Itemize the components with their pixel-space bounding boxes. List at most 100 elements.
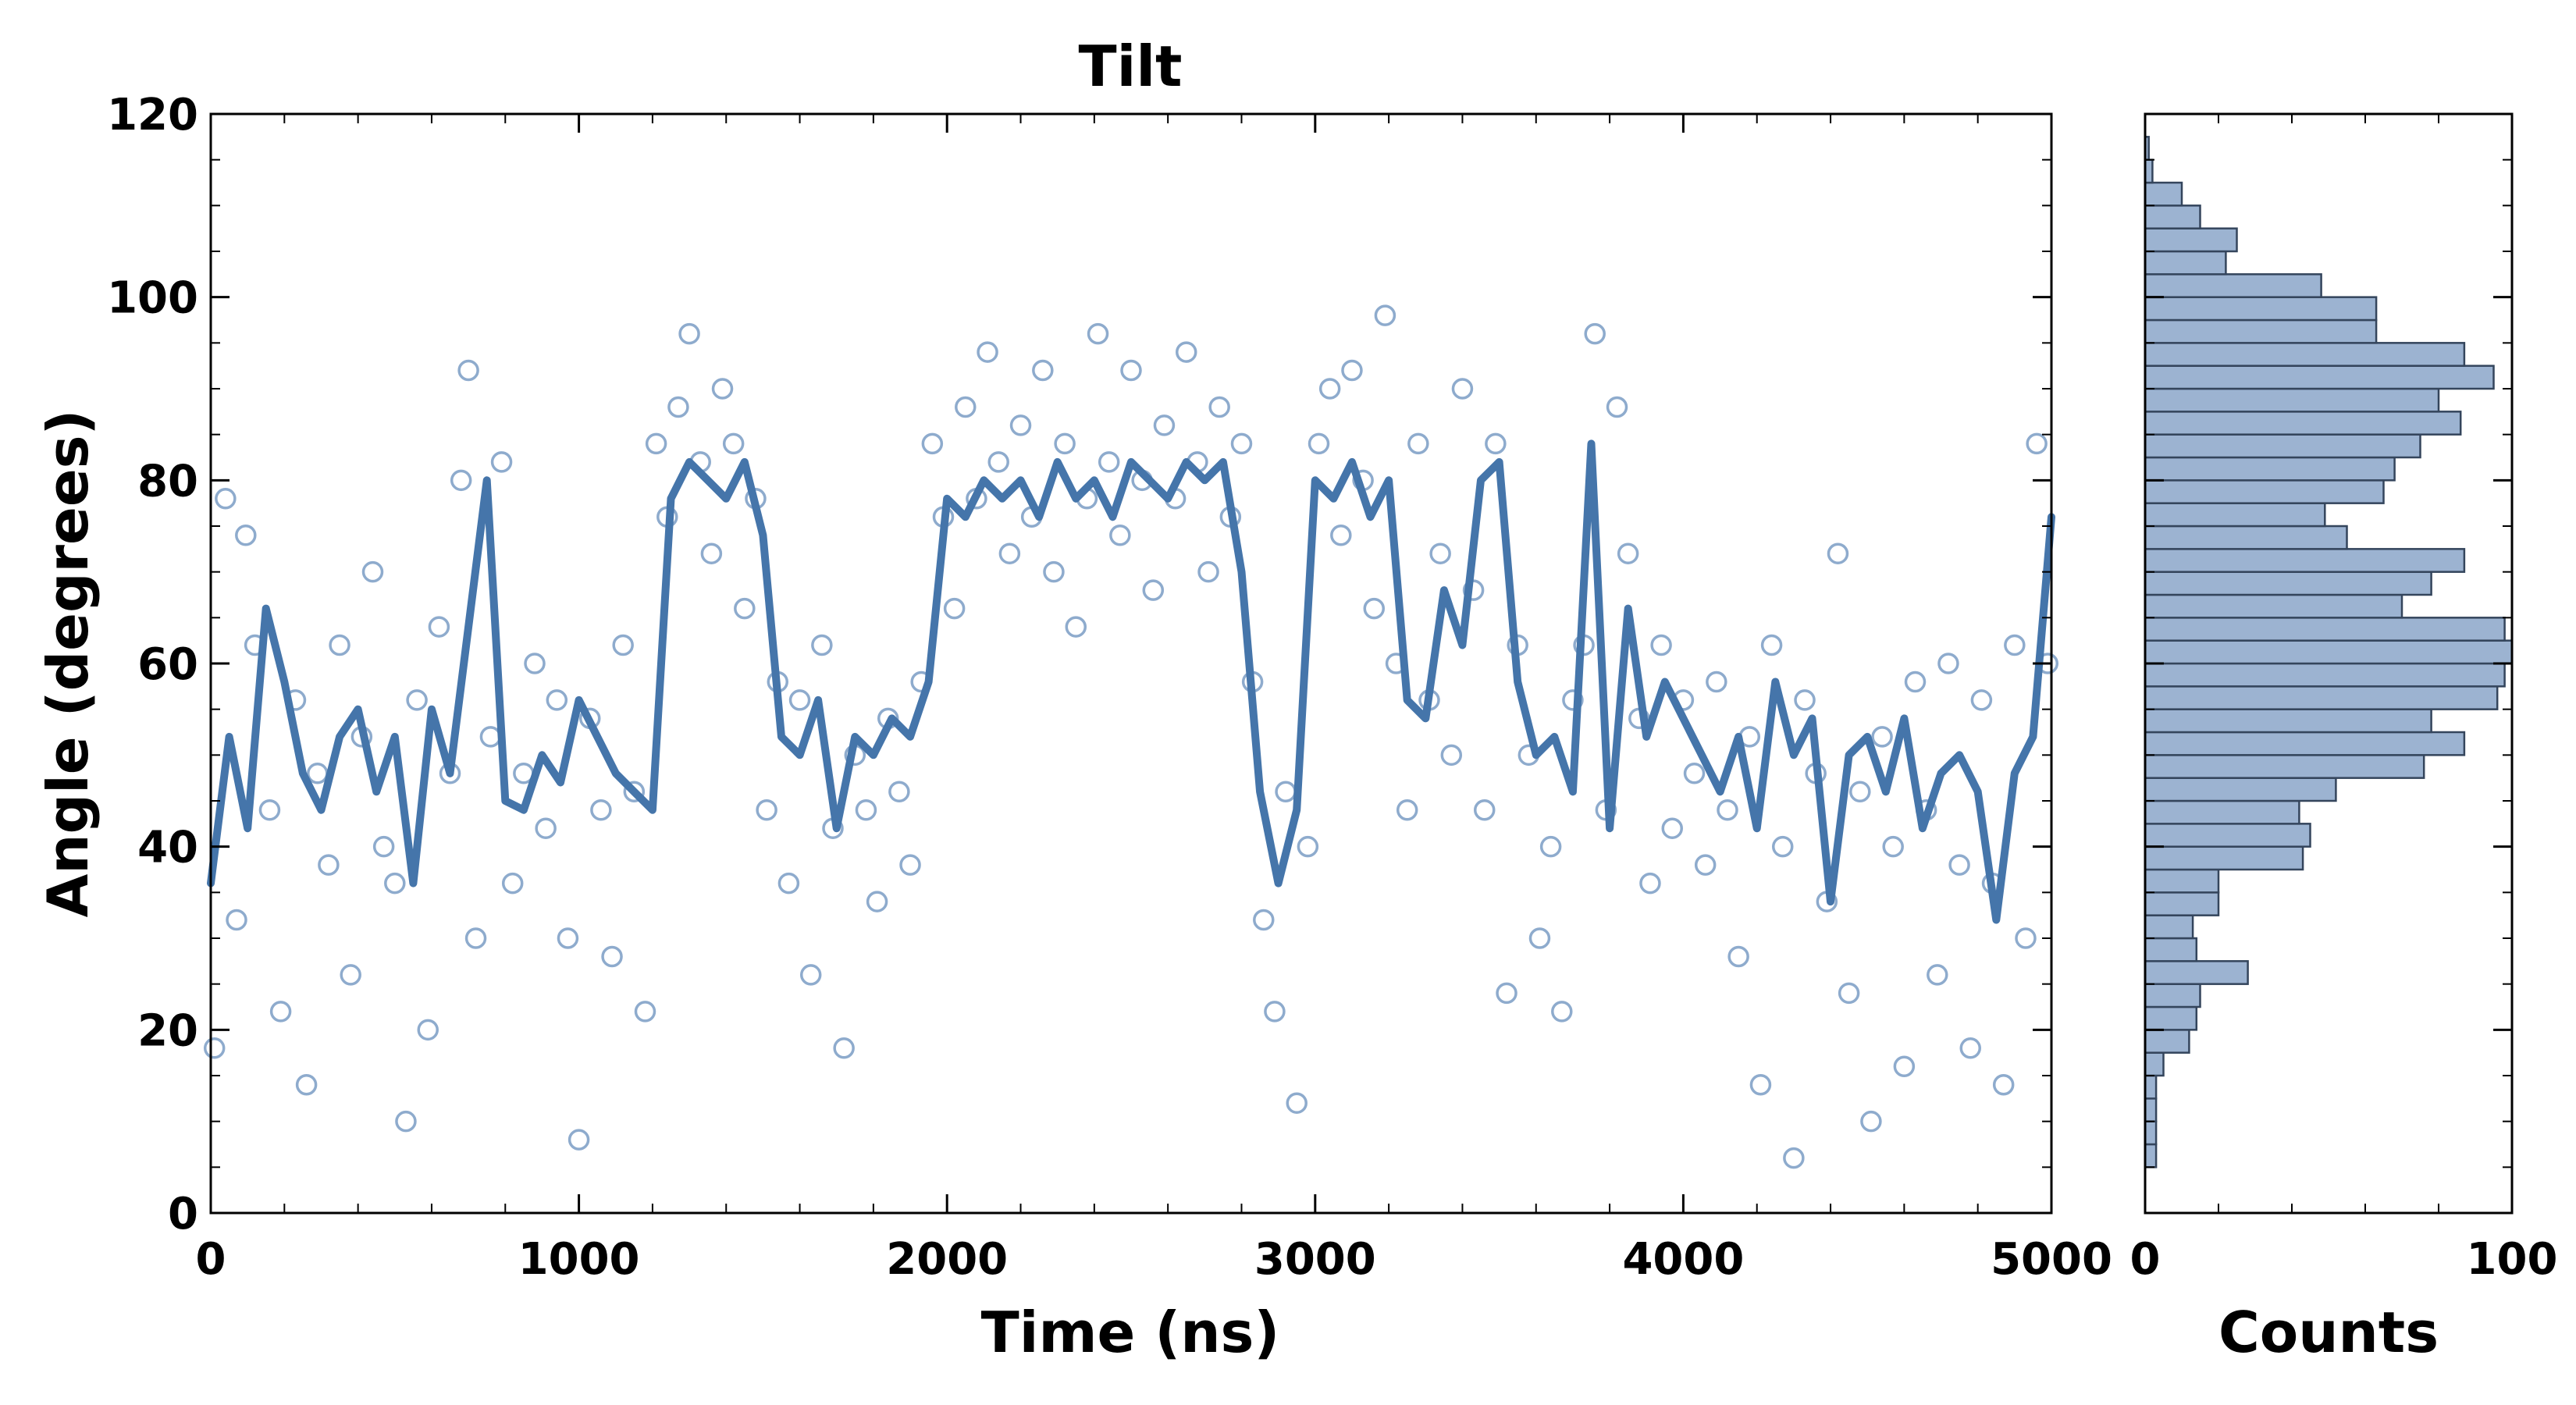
histogram-bar: [2144, 227, 2238, 253]
histogram-bar: [2144, 983, 2201, 1008]
histogram-bar: [2144, 1029, 2190, 1054]
scatter-point: [1937, 653, 1959, 674]
scatter-point: [1264, 1001, 1286, 1023]
scatter-point: [1959, 1037, 1981, 1059]
scatter-point: [1175, 341, 1197, 363]
scatter-point: [340, 964, 361, 986]
y-tick-label: 40: [137, 823, 198, 873]
scatter-point: [1341, 359, 1363, 382]
main-y-axis-label: Angle (degrees): [35, 410, 101, 918]
main-scatter-points: [203, 304, 2059, 1169]
scatter-point: [1363, 597, 1386, 620]
histogram-bars: [2144, 136, 2514, 1168]
histogram-bar: [2144, 1051, 2165, 1077]
scatter-point: [1683, 763, 1706, 784]
scatter-point: [601, 945, 623, 968]
scatter-point: [998, 542, 1021, 564]
y-tick-label: 60: [137, 639, 198, 690]
scatter-point: [811, 634, 833, 656]
histogram-bar: [2144, 1120, 2158, 1146]
y-tick-label: 120: [107, 90, 198, 140]
scatter-point: [372, 835, 395, 858]
scatter-point: [295, 1073, 318, 1096]
scatter-point: [1827, 542, 1849, 564]
histogram-bar: [2144, 639, 2514, 665]
histogram-bar: [2144, 181, 2183, 207]
histogram-bar: [2144, 342, 2466, 367]
histogram-bar: [2144, 318, 2378, 344]
histogram-bar: [2144, 868, 2220, 894]
main-plot-frame: [209, 112, 2053, 1215]
scatter-point: [1275, 781, 1297, 803]
scatter-point: [1584, 322, 1606, 345]
histogram-bar: [2144, 250, 2227, 276]
scatter-point: [1496, 982, 1517, 1005]
scatter-point: [1771, 835, 1794, 858]
scatter-point: [1109, 524, 1131, 546]
scatter-point: [667, 396, 689, 418]
scatter-point: [1838, 982, 1860, 1005]
scatter-point: [1948, 854, 1970, 876]
scatter-point: [215, 488, 237, 510]
scatter-point: [1992, 1073, 2015, 1096]
scatter-point: [799, 964, 822, 986]
scatter-point: [1970, 689, 1993, 711]
scatter-point: [490, 451, 513, 473]
scatter-point: [645, 432, 667, 455]
histogram-plot: 0 100 Counts: [2130, 112, 2557, 1365]
scatter-point: [457, 359, 479, 382]
scatter-point: [700, 542, 723, 564]
scatter-point: [722, 432, 745, 455]
scatter-point: [977, 341, 998, 363]
histogram-bar: [2144, 685, 2499, 710]
histogram-bar: [2144, 937, 2198, 962]
scatter-point: [1893, 1055, 1916, 1078]
scatter-point: [2015, 927, 2037, 949]
scatter-point: [1882, 835, 1904, 858]
scatter-point: [1330, 524, 1352, 546]
scatter-point: [678, 322, 700, 345]
scatter-point: [1606, 396, 1628, 418]
histogram-bar: [2144, 1097, 2158, 1122]
scatter-point: [406, 689, 428, 711]
scatter-point: [833, 1037, 855, 1059]
scatter-point: [524, 653, 546, 674]
scatter-point: [417, 1019, 439, 1041]
scatter-point: [1297, 835, 1319, 858]
histogram-bar: [2144, 754, 2425, 779]
scatter-point: [1661, 817, 1684, 839]
y-tick-label: 0: [168, 1189, 198, 1240]
scatter-point: [1617, 542, 1639, 564]
scatter-point: [1208, 396, 1230, 418]
scatter-point: [1871, 726, 1893, 748]
scatter-point: [734, 597, 756, 620]
histogram-bar: [2144, 799, 2300, 825]
scatter-point: [1142, 579, 1165, 601]
scatter-point: [1197, 560, 1219, 583]
scatter-point: [464, 927, 487, 949]
scatter-point: [329, 634, 350, 656]
scatter-point: [535, 817, 557, 839]
scatter-point: [955, 396, 977, 418]
scatter-point: [1794, 689, 1816, 711]
scatter-point: [1904, 670, 1927, 693]
scatter-point: [943, 597, 966, 620]
scatter-point: [226, 909, 247, 931]
histogram-bar: [2144, 433, 2421, 459]
hist-x-tick-label: 0: [2130, 1234, 2161, 1285]
scatter-point: [269, 1001, 292, 1023]
scatter-point: [777, 872, 800, 895]
scatter-point: [1639, 872, 1661, 895]
scatter-point: [888, 781, 910, 803]
scatter-point: [1539, 835, 1562, 858]
histogram-bar: [2144, 205, 2201, 229]
histogram-bar: [2144, 571, 2432, 596]
histogram-bar: [2144, 296, 2378, 322]
scatter-point: [1451, 378, 1474, 400]
main-y-ticks: 0 20 40 60 80 100 120: [107, 90, 2051, 1240]
x-tick-label: 5000: [1991, 1234, 2112, 1285]
histogram-bar: [2144, 914, 2194, 940]
scatter-point: [756, 799, 777, 821]
scatter-point: [1396, 799, 1418, 821]
